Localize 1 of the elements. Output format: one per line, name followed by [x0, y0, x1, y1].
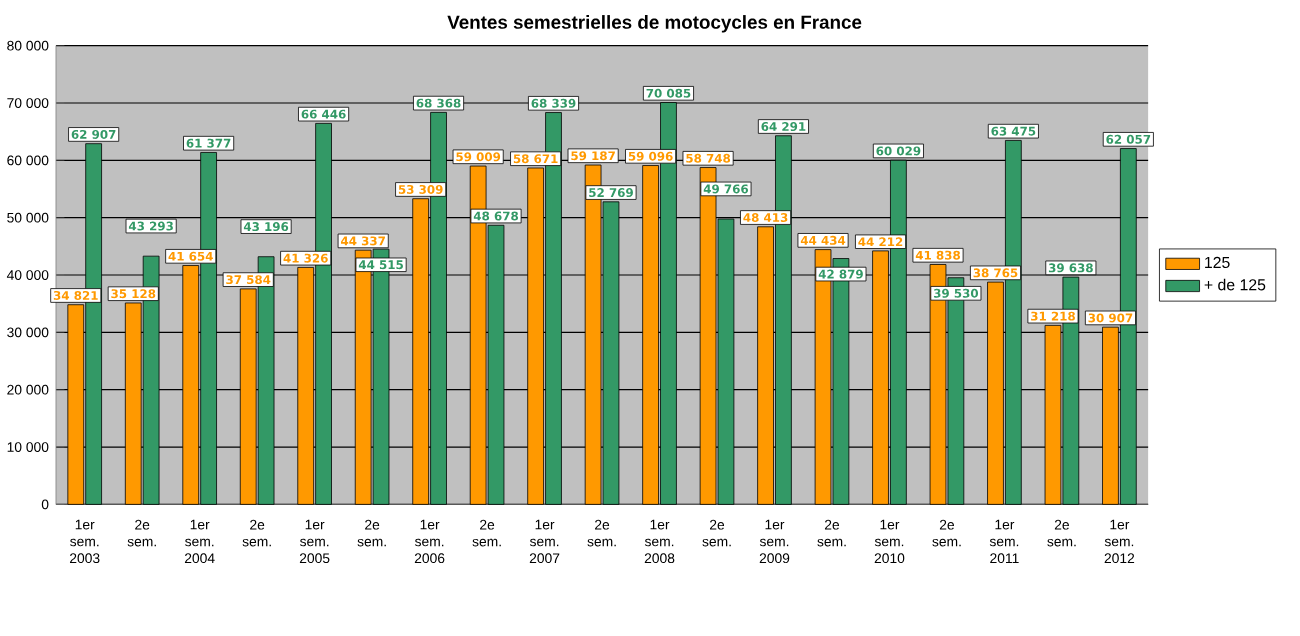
chart-title: Ventes semestrielles de motocycles en France [447, 15, 862, 33]
